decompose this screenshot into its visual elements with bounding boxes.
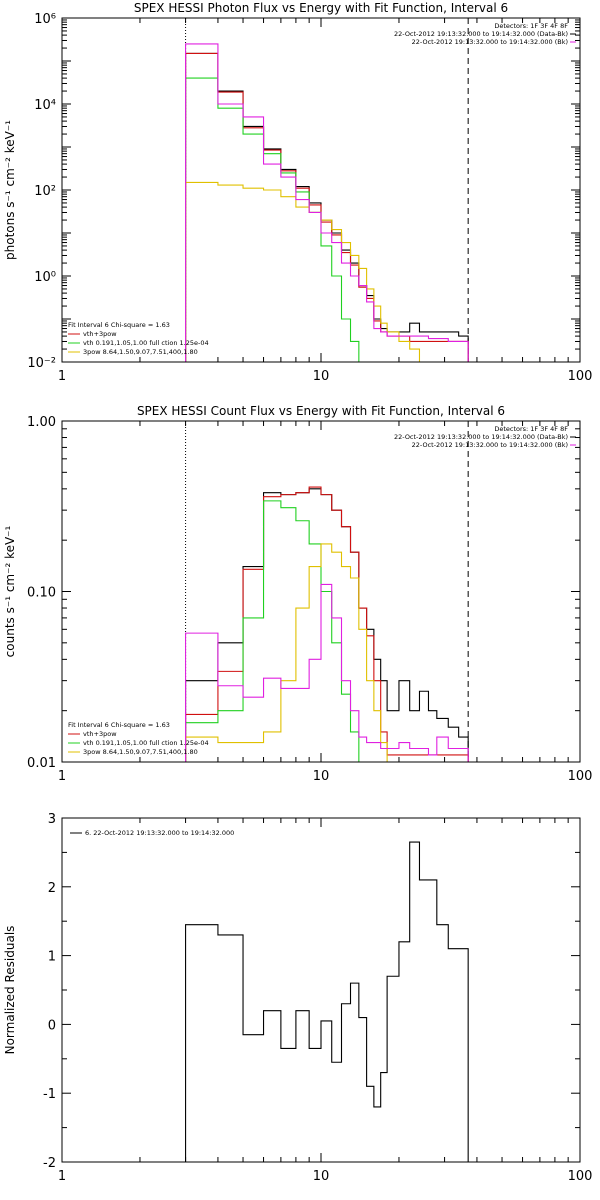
x-tick-label: 10 [313,769,330,784]
y-tick-label: 10² [34,184,56,199]
x-tick-label: 10 [313,1169,330,1184]
y-tick-label: 2 [48,881,56,896]
series-line-1 [185,488,469,762]
series-line-4 [185,543,469,762]
x-tick-label: 100 [568,1169,593,1184]
y-tick-label: 0.01 [27,756,56,771]
y-tick-label: 0 [48,1018,56,1033]
legend-topright-text: 22-Oct-2012 19:13:32.000 to 19:14:32.000… [412,38,568,46]
series-line-5 [185,583,469,762]
series-group [185,486,469,762]
legend-bottomleft-text: vth+3pow [83,730,117,738]
legend-topright-text: 22-Oct-2012 19:13:32.000 to 19:14:32.000… [412,441,568,449]
legend-bottomleft-text: 3pow 8.64,1.50,9.07,7.51,400,1.80 [83,348,198,356]
x-tick-label: 1 [58,1169,66,1184]
y-axis-label: counts s⁻¹ cm⁻² keV⁻¹ [3,525,17,657]
x-tick-label: 1 [58,369,66,384]
y-tick-label: 1.00 [27,415,56,430]
plot-frame [61,17,581,363]
series-group [185,43,469,362]
plot-frame [61,817,581,1163]
series-line-2 [185,52,469,362]
y-tick-label: -1 [43,1087,56,1102]
series-line-1 [185,52,469,362]
series-line-2 [185,486,469,762]
legend-topright-text: 22-Oct-2012 19:13:32.000 to 19:14:32.000… [394,30,568,38]
plot-frame [61,420,581,763]
x-tick-label: 100 [568,769,593,784]
legend-bottomleft-text: vth 0.191,1.05,1.00 full ction 1.25e-04 [83,339,209,347]
series-line-5 [185,43,469,362]
legend-bottomleft-text: vth 0.191,1.05,1.00 full ction 1.25e-04 [83,739,209,747]
x-tick-label: 10 [313,369,330,384]
x-tick-label: 100 [568,369,593,384]
legend-topleft-text: 6. 22-Oct-2012 19:13:32.000 to 19:14:32.… [85,829,234,837]
legend-bottomleft-text: 3pow 8.64,1.50,9.07,7.51,400,1.80 [83,748,198,756]
legend-topright-text: 22-Oct-2012 19:13:32.000 to 19:14:32.000… [394,433,568,441]
y-tick-label: 3 [48,812,56,827]
y-tick-label: 10⁻² [27,356,56,371]
chart-panel-2: SPEX HESSI Count Flux vs Energy with Fit… [3,404,592,784]
chart-panel-3: Normalized Residuals 1 10 100 -2 -1 0 1 2 3 6. 22-… [3,812,592,1184]
y-ticks [62,817,580,1163]
legend-bottomleft-text: vth+3pow [83,330,117,338]
series-line-4 [185,181,469,362]
chart-panel-1: SPEX HESSI Photon Flux vs Energy with Fi… [3,1,592,384]
legend-topright-text: Detectors: 1F 3F 4F 8F [494,22,568,30]
y-tick-label: 1 [48,950,56,965]
legend-bottomleft-text: Fit Interval 6 Chi-square = 1.63 [68,321,170,329]
x-ticks [61,18,581,362]
chart-title: SPEX HESSI Photon Flux vs Energy with Fi… [134,1,508,15]
legend-topright-text: Detectors: 1F 3F 4F 8F [494,425,568,433]
y-tick-label: 10⁶ [34,12,56,27]
series-line-3 [185,500,469,762]
y-tick-label: 10⁰ [34,270,56,285]
legend-bottomleft-text: Fit Interval 6 Chi-square = 1.63 [68,721,170,729]
y-tick-label: 0.10 [27,586,56,601]
x-tick-label: 1 [58,769,66,784]
y-axis-label: photons s⁻¹ cm⁻² keV⁻¹ [3,120,17,260]
y-tick-label: -2 [43,1156,56,1171]
y-ticks [62,17,580,363]
series-group [185,841,469,1162]
y-tick-label: 10⁴ [34,98,56,113]
y-axis-label: Normalized Residuals [3,926,17,1055]
series-line-1 [185,841,469,1162]
chart-title: SPEX HESSI Count Flux vs Energy with Fit… [137,404,505,418]
x-ticks [61,818,581,1162]
